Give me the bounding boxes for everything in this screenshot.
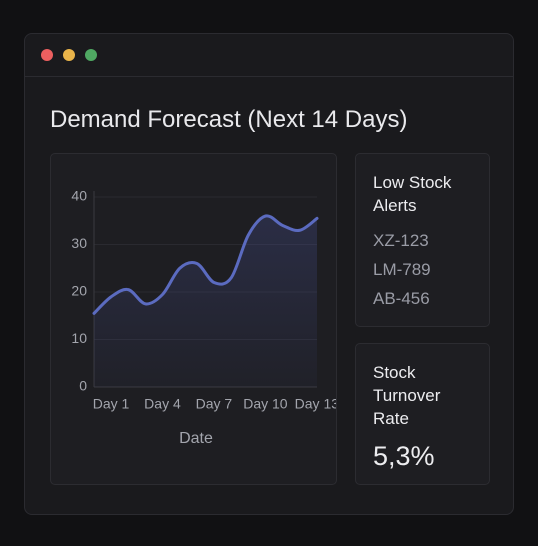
title-bar <box>25 34 513 77</box>
y-tick-label: 20 <box>71 283 87 299</box>
x-tick-label: Day 7 <box>196 396 233 412</box>
turnover-title: Stock Turnover Rate <box>373 363 441 428</box>
x-axis-label: Date <box>179 430 213 447</box>
alert-item[interactable]: AB-456 <box>373 289 430 308</box>
maximize-button[interactable] <box>85 49 97 61</box>
y-tick-label: 0 <box>79 378 87 394</box>
chart: Date 0 10 20 30 40 Day 1 Day 4 Day 7 Day 10 Day 1… <box>71 188 336 448</box>
line-series <box>92 214 319 315</box>
alerts-title: Low Stock Alerts <box>373 173 452 215</box>
y-tick-label: 10 <box>71 330 87 346</box>
alert-item[interactable]: LM-789 <box>373 260 431 279</box>
turnover-panel: Stock Turnover Rate 5,3% <box>355 343 490 485</box>
turnover-value: 5,3% <box>373 441 435 471</box>
line-area <box>94 215 317 387</box>
close-button[interactable] <box>41 49 53 61</box>
x-tick-label: Day 4 <box>144 396 181 412</box>
x-tick-label: Day 13 <box>295 396 336 412</box>
x-tick-label: Day 10 <box>243 396 288 412</box>
alerts-panel: Low Stock Alerts XZ-123 LM-789 AB-456 <box>355 153 490 327</box>
y-tick-label: 30 <box>71 235 87 251</box>
minimize-button[interactable] <box>63 49 75 61</box>
chart-panel: Date 0 10 20 30 40 Day 1 Day 4 Day 7 Day 10 Day 1… <box>50 153 337 485</box>
alert-item[interactable]: XZ-123 <box>373 231 429 250</box>
y-tick-label: 40 <box>71 188 87 204</box>
x-tick-label: Day 1 <box>93 396 130 412</box>
page-title: Demand Forecast (Next 14 Days) <box>50 106 408 133</box>
